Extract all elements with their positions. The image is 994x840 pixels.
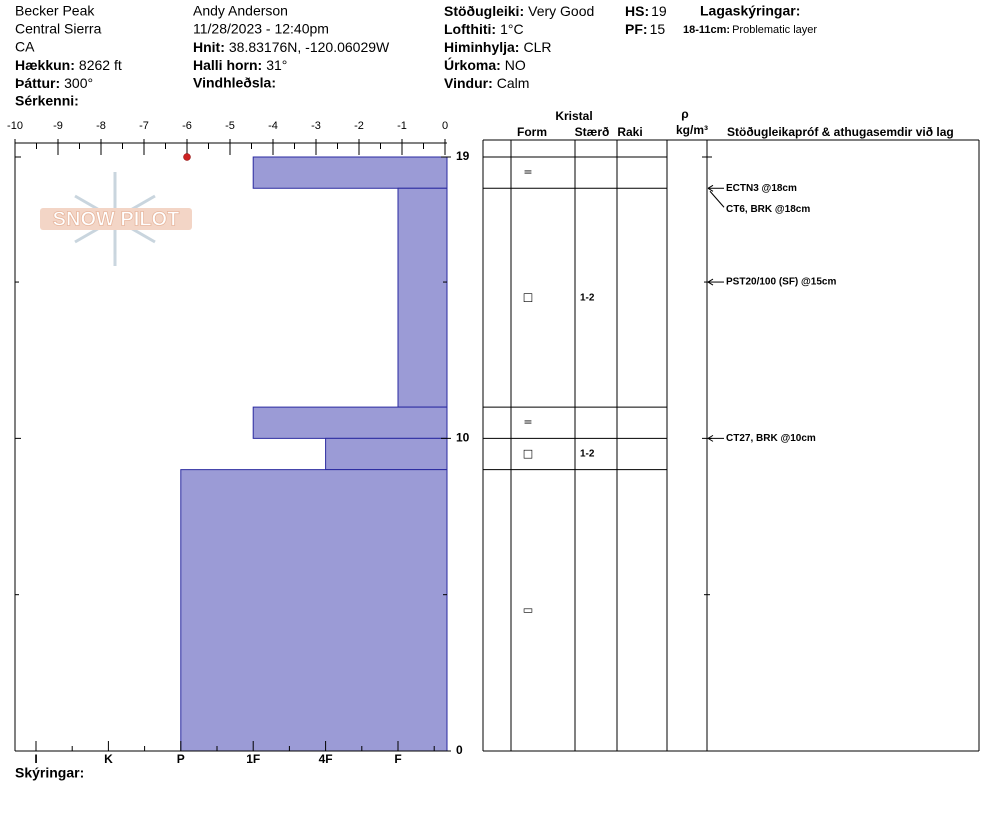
grain-size: 1-2 (580, 292, 595, 303)
x-tick-label: -2 (354, 120, 364, 132)
pf: PF: 15 (625, 21, 665, 37)
hardness-label: P (177, 752, 185, 766)
grain-form: = (523, 166, 532, 179)
column-header: Kristal (555, 109, 592, 123)
x-tick-label: -8 (96, 120, 106, 132)
slope: Halli horn: 31° (193, 57, 287, 73)
hs: HS: 19 (625, 3, 667, 19)
x-tick-label: -7 (139, 120, 149, 132)
stability: Stöðugleiki: Very Good (444, 3, 594, 19)
hardness-label: K (104, 752, 113, 766)
test-arrowhead (707, 184, 714, 192)
column-header: Stærð (575, 125, 610, 139)
x-tick-label: -9 (53, 120, 63, 132)
test-text: CT6, BRK @18cm (726, 204, 810, 215)
y-tick-label: 19 (456, 149, 470, 163)
grain-form: □ (523, 447, 533, 460)
wind-loading: Vindhleðsla: (193, 75, 276, 91)
coords: Hnit: 38.83176N, -120.06029W (193, 39, 390, 55)
x-tick-label: -6 (182, 120, 192, 132)
grain-form: ▭ (523, 603, 533, 616)
hardness-label: 1F (246, 752, 260, 766)
y-tick-label: 0 (456, 743, 463, 757)
x-tick-label: 0 (442, 120, 448, 132)
column-header: Raki (617, 125, 642, 139)
grain-size: 1-2 (580, 449, 595, 460)
location: Becker Peak (15, 3, 95, 19)
logo: SNOW PILOT (40, 172, 192, 266)
test-text: ECTN3 @18cm (726, 183, 797, 194)
test-text: PST20/100 (SF) @15cm (726, 277, 836, 288)
hardness-label: 4F (319, 752, 333, 766)
column-header: Stöðugleikapróf & athugasemdir við lag (727, 125, 954, 139)
column-header: Form (517, 125, 547, 139)
test-arrow (709, 190, 725, 208)
layer-bar (325, 437, 448, 471)
y-tick-label: 10 (456, 431, 470, 445)
footer: Skýringar: (15, 765, 84, 781)
grain-form: = (523, 416, 532, 429)
layer-note: 18-11cm: Problematic layer (683, 24, 817, 36)
x-tick-label: -4 (268, 120, 278, 132)
x-tick-label: -1 (397, 120, 407, 132)
x-tick-label: -10 (7, 120, 23, 132)
logo-text: SNOW PILOT (53, 208, 180, 230)
test-arrowhead (707, 434, 714, 442)
datetime: 11/28/2023 - 12:40pm (193, 21, 329, 37)
state: CA (15, 39, 35, 55)
range: Central Sierra (15, 21, 102, 37)
layer-notes-title: Lagaskýringar: (700, 3, 800, 19)
layer-bar (252, 406, 448, 439)
layer-bar (180, 469, 448, 752)
column-header: kg/m³ (676, 123, 708, 137)
precip: Úrkoma: NO (444, 56, 526, 73)
hardness-label: I (34, 752, 37, 766)
hardness-label: F (394, 752, 401, 766)
layer-bar (252, 156, 448, 189)
grain-form: □ (523, 291, 533, 304)
sky: Himinhylja: CLR (444, 39, 551, 55)
observer: Andy Anderson (193, 3, 288, 19)
layer-bar (397, 187, 448, 408)
aspect: Þáttur: 300° (15, 75, 93, 91)
test-text: CT27, BRK @10cm (726, 433, 816, 444)
x-tick-label: -5 (225, 120, 235, 132)
features: Sérkenni: (15, 93, 79, 109)
air-temp: Lofthiti: 1°C (444, 21, 524, 37)
elevation: Hækkun: 8262 ft (15, 57, 122, 73)
wind: Vindur: Calm (444, 75, 529, 91)
temperature-point (183, 153, 191, 161)
test-arrowhead (707, 278, 714, 286)
x-tick-label: -3 (311, 120, 321, 132)
column-header: ρ (681, 107, 688, 121)
